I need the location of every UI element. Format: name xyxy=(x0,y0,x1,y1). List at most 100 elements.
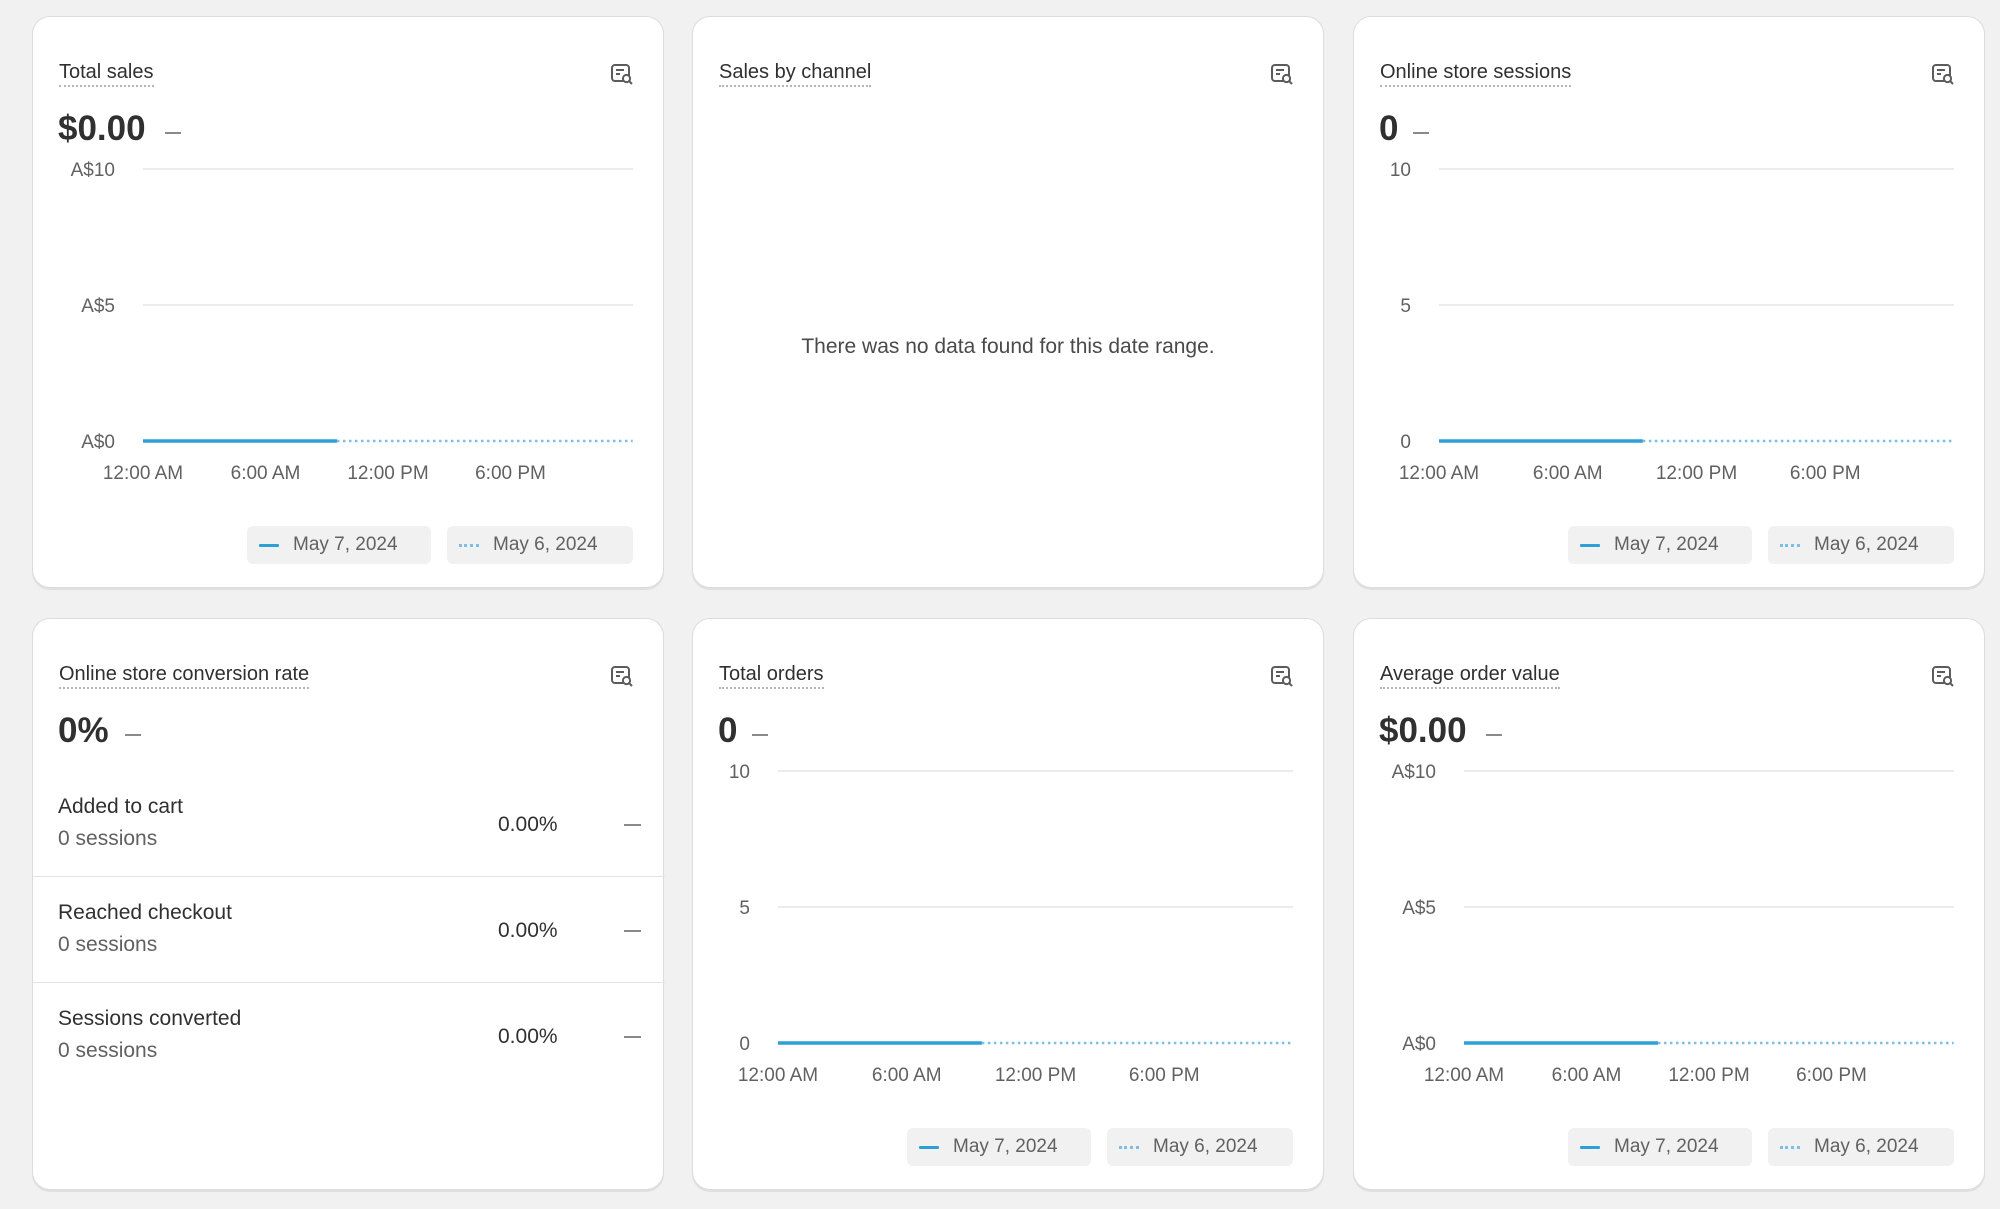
y-tick-label: 10 xyxy=(1390,160,1411,181)
x-tick-label: 6:00 PM xyxy=(1129,1065,1200,1086)
metric-value: 0% xyxy=(58,711,109,750)
legend-previous[interactable]: May 6, 2024 xyxy=(1768,1128,1954,1166)
average-order-value-card: Average order value $0.00 A$0 A$5 A$10 12:0… xyxy=(1353,618,1985,1190)
y-tick-label: 5 xyxy=(1400,296,1411,317)
x-tick-label: 6:00 PM xyxy=(475,463,546,484)
change-indicator xyxy=(165,132,181,134)
legend-current[interactable]: May 7, 2024 xyxy=(907,1128,1091,1166)
online-store-sessions-card: Online store sessions 0 0 5 10 12:00 AM 6:00… xyxy=(1353,16,1985,588)
card-title[interactable]: Online store conversion rate xyxy=(59,663,310,689)
funnel-percent: 0.00% xyxy=(498,813,558,836)
legend-previous[interactable]: May 6, 2024 xyxy=(447,526,633,564)
legend-current[interactable]: May 7, 2024 xyxy=(1568,526,1752,564)
metric-value: $0.00 xyxy=(58,109,146,148)
funnel-sessions: 0 sessions xyxy=(58,1039,158,1062)
y-tick-label: A$5 xyxy=(1402,898,1436,919)
legend-current[interactable]: May 7, 2024 xyxy=(247,526,431,564)
change-indicator xyxy=(1486,734,1502,736)
change-indicator xyxy=(752,734,768,736)
chart-search-icon[interactable] xyxy=(1269,663,1295,689)
legend-label: May 7, 2024 xyxy=(1614,534,1719,555)
x-tick-label: 12:00 PM xyxy=(995,1065,1076,1086)
metric-value: 0 xyxy=(1379,109,1399,148)
x-tick-label: 12:00 AM xyxy=(103,463,183,484)
y-tick-label: A$0 xyxy=(1402,1034,1436,1055)
chart-search-icon[interactable] xyxy=(609,61,635,87)
card-title[interactable]: Total orders xyxy=(719,663,824,689)
x-tick-label: 6:00 AM xyxy=(1552,1065,1622,1086)
funnel-label: Added to cart xyxy=(58,795,183,818)
legend-label: May 6, 2024 xyxy=(1153,1136,1258,1157)
card-title[interactable]: Average order value xyxy=(1380,663,1560,689)
card-title[interactable]: Sales by channel xyxy=(719,61,872,87)
empty-state-message: There was no data found for this date ra… xyxy=(801,335,1215,358)
solid-line-swatch xyxy=(919,1145,939,1149)
online-store-sessions-chart: 0 5 10 12:00 AM 6:00 AM 12:00 PM 6:00 PM xyxy=(1390,160,1954,484)
card-title[interactable]: Online store sessions xyxy=(1380,61,1572,87)
dotted-line-swatch xyxy=(1780,1145,1800,1149)
metric-value: 0 xyxy=(718,711,738,750)
average-order-value-chart: A$0 A$5 A$10 12:00 AM 6:00 AM 12:00 PM 6:00 PM xyxy=(1392,762,1954,1086)
change-indicator xyxy=(624,930,641,932)
funnel-row-reached-checkout: Reached checkout 0 sessions 0.00% xyxy=(33,877,665,983)
chart-search-icon[interactable] xyxy=(609,663,635,689)
change-indicator xyxy=(125,734,141,736)
funnel-percent: 0.00% xyxy=(498,919,558,942)
funnel-row-sessions-converted: Sessions converted 0 sessions 0.00% xyxy=(33,983,665,1089)
total-sales-card: Total sales $0.00 A$0 A$5 A$10 12:00 AM 6:00… xyxy=(32,16,664,588)
funnel-percent: 0.00% xyxy=(498,1025,558,1048)
y-tick-label: 10 xyxy=(729,762,750,783)
y-tick-label: A$0 xyxy=(81,432,115,453)
y-tick-label: A$10 xyxy=(1392,762,1436,783)
y-tick-label: 5 xyxy=(739,898,750,919)
solid-line-swatch xyxy=(1580,1145,1600,1149)
legend-label: May 6, 2024 xyxy=(493,534,598,555)
funnel-sessions: 0 sessions xyxy=(58,933,158,956)
chart-search-icon[interactable] xyxy=(1930,61,1956,87)
legend-label: May 7, 2024 xyxy=(293,534,398,555)
funnel-label: Sessions converted xyxy=(58,1007,242,1030)
change-indicator xyxy=(624,824,641,826)
y-tick-label: 0 xyxy=(1400,432,1411,453)
total-orders-card: Total orders 0 0 5 10 12:00 AM 6:00 AM 12:00 … xyxy=(692,618,1324,1190)
x-tick-label: 12:00 PM xyxy=(347,463,428,484)
total-sales-chart: A$0 A$5 A$10 12:00 AM 6:00 AM 12:00 PM 6:00 PM xyxy=(71,160,633,484)
change-indicator xyxy=(624,1036,641,1038)
x-tick-label: 6:00 PM xyxy=(1796,1065,1867,1086)
y-tick-label: 0 xyxy=(739,1034,750,1055)
x-tick-label: 6:00 AM xyxy=(1533,463,1603,484)
solid-line-swatch xyxy=(259,543,279,547)
dotted-line-swatch xyxy=(1119,1145,1139,1149)
x-tick-label: 12:00 AM xyxy=(1399,463,1479,484)
y-tick-label: A$10 xyxy=(71,160,115,181)
x-tick-label: 6:00 AM xyxy=(231,463,301,484)
x-tick-label: 12:00 AM xyxy=(1424,1065,1504,1086)
legend-label: May 7, 2024 xyxy=(1614,1136,1719,1157)
funnel-row-added-to-cart: Added to cart 0 sessions 0.00% xyxy=(33,771,665,877)
sales-by-channel-card: Sales by channel There was no data found… xyxy=(692,16,1324,588)
chart-search-icon[interactable] xyxy=(1930,663,1956,689)
funnel-sessions: 0 sessions xyxy=(58,827,158,850)
metric-value: $0.00 xyxy=(1379,711,1467,750)
legend-label: May 6, 2024 xyxy=(1814,534,1919,555)
x-tick-label: 6:00 PM xyxy=(1790,463,1861,484)
legend-label: May 6, 2024 xyxy=(1814,1136,1919,1157)
dotted-line-swatch xyxy=(1780,543,1800,547)
legend-label: May 7, 2024 xyxy=(953,1136,1058,1157)
funnel-label: Reached checkout xyxy=(58,901,232,924)
chart-search-icon[interactable] xyxy=(1269,61,1295,87)
dotted-line-swatch xyxy=(459,543,479,547)
legend-previous[interactable]: May 6, 2024 xyxy=(1768,526,1954,564)
legend-current[interactable]: May 7, 2024 xyxy=(1568,1128,1752,1166)
x-tick-label: 6:00 AM xyxy=(872,1065,942,1086)
x-tick-label: 12:00 PM xyxy=(1656,463,1737,484)
x-tick-label: 12:00 PM xyxy=(1668,1065,1749,1086)
conversion-rate-card: Online store conversion rate 0% Added to… xyxy=(32,618,665,1190)
y-tick-label: A$5 xyxy=(81,296,115,317)
solid-line-swatch xyxy=(1580,543,1600,547)
total-orders-chart: 0 5 10 12:00 AM 6:00 AM 12:00 PM 6:00 PM xyxy=(729,762,1293,1086)
x-tick-label: 12:00 AM xyxy=(738,1065,818,1086)
card-title[interactable]: Total sales xyxy=(59,61,154,87)
change-indicator xyxy=(1413,132,1429,134)
legend-previous[interactable]: May 6, 2024 xyxy=(1107,1128,1293,1166)
